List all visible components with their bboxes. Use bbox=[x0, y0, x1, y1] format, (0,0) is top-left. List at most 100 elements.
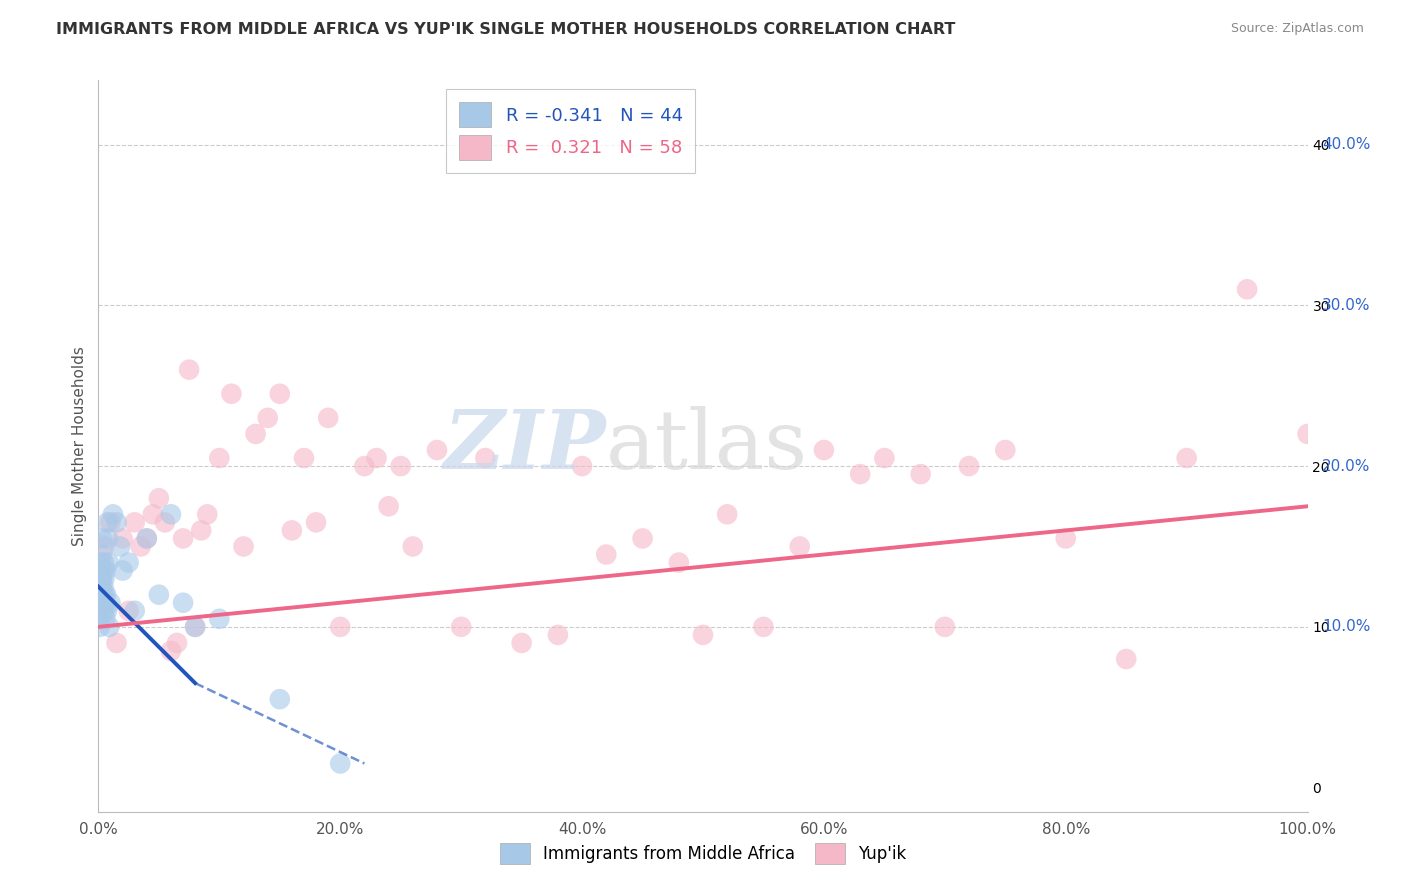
Point bbox=[111, 532, 134, 546]
Point bbox=[402, 540, 425, 554]
Point bbox=[94, 612, 117, 626]
Point bbox=[91, 564, 114, 578]
Point bbox=[184, 620, 207, 634]
Point bbox=[118, 604, 141, 618]
Point bbox=[316, 410, 339, 425]
Point bbox=[93, 540, 115, 554]
Point bbox=[221, 386, 243, 401]
Text: ZIP: ZIP bbox=[444, 406, 606, 486]
Point bbox=[91, 596, 114, 610]
Point bbox=[90, 604, 112, 618]
Point bbox=[1296, 426, 1319, 441]
Point bbox=[450, 620, 472, 634]
Point bbox=[813, 443, 835, 458]
Point bbox=[108, 540, 131, 554]
Point bbox=[510, 636, 533, 650]
Point bbox=[329, 756, 352, 771]
Point bbox=[118, 556, 141, 570]
Point bbox=[208, 612, 231, 626]
Point bbox=[716, 508, 738, 522]
Point bbox=[89, 620, 111, 634]
Point bbox=[90, 580, 112, 594]
Point bbox=[377, 500, 399, 514]
Point bbox=[474, 451, 496, 466]
Point bbox=[148, 588, 170, 602]
Point bbox=[256, 410, 278, 425]
Point bbox=[353, 459, 375, 474]
Point bbox=[873, 451, 896, 466]
Point bbox=[389, 459, 412, 474]
Point bbox=[89, 588, 111, 602]
Point bbox=[1054, 532, 1077, 546]
Point bbox=[97, 556, 120, 570]
Point bbox=[281, 524, 304, 538]
Point bbox=[269, 692, 291, 706]
Point bbox=[91, 572, 114, 586]
Point bbox=[849, 467, 872, 482]
Point bbox=[93, 556, 115, 570]
Point bbox=[305, 516, 328, 530]
Point bbox=[90, 532, 112, 546]
Point bbox=[172, 532, 194, 546]
Point bbox=[135, 532, 157, 546]
Point bbox=[1115, 652, 1137, 666]
Point bbox=[94, 564, 117, 578]
Text: 20.0%: 20.0% bbox=[1322, 458, 1371, 474]
Point bbox=[179, 362, 201, 376]
Text: 30.0%: 30.0% bbox=[1322, 298, 1371, 313]
Point bbox=[934, 620, 956, 634]
Point bbox=[190, 524, 212, 538]
Point bbox=[292, 451, 315, 466]
Point bbox=[571, 459, 593, 474]
Point bbox=[426, 443, 449, 458]
Point bbox=[1236, 282, 1258, 296]
Point bbox=[631, 532, 654, 546]
Point bbox=[105, 516, 128, 530]
Legend: Immigrants from Middle Africa, Yup'ik: Immigrants from Middle Africa, Yup'ik bbox=[494, 837, 912, 871]
Point bbox=[96, 604, 118, 618]
Point bbox=[153, 516, 176, 530]
Point bbox=[910, 467, 932, 482]
Legend: R = -0.341   N = 44, R =  0.321   N = 58: R = -0.341 N = 44, R = 0.321 N = 58 bbox=[446, 89, 696, 173]
Point bbox=[184, 620, 207, 634]
Point bbox=[91, 548, 114, 562]
Point bbox=[232, 540, 254, 554]
Y-axis label: Single Mother Households: Single Mother Households bbox=[72, 346, 87, 546]
Point bbox=[96, 588, 118, 602]
Point bbox=[93, 604, 115, 618]
Point bbox=[124, 604, 146, 618]
Point bbox=[142, 508, 165, 522]
Point bbox=[160, 644, 183, 658]
Point bbox=[105, 636, 128, 650]
Point bbox=[93, 580, 115, 594]
Point bbox=[90, 556, 112, 570]
Point bbox=[101, 508, 124, 522]
Text: 10.0%: 10.0% bbox=[1322, 619, 1371, 634]
Point bbox=[160, 508, 183, 522]
Point bbox=[89, 612, 111, 626]
Text: IMMIGRANTS FROM MIDDLE AFRICA VS YUP'IK SINGLE MOTHER HOUSEHOLDS CORRELATION CHA: IMMIGRANTS FROM MIDDLE AFRICA VS YUP'IK … bbox=[56, 22, 956, 37]
Point bbox=[208, 451, 231, 466]
Text: Source: ZipAtlas.com: Source: ZipAtlas.com bbox=[1230, 22, 1364, 36]
Point bbox=[100, 516, 122, 530]
Point bbox=[1175, 451, 1198, 466]
Point bbox=[94, 596, 117, 610]
Point bbox=[957, 459, 980, 474]
Text: 40.0%: 40.0% bbox=[1322, 137, 1371, 152]
Point bbox=[100, 596, 122, 610]
Point bbox=[269, 386, 291, 401]
Point bbox=[148, 491, 170, 506]
Point bbox=[595, 548, 617, 562]
Point bbox=[245, 426, 267, 441]
Point bbox=[124, 516, 146, 530]
Text: atlas: atlas bbox=[606, 406, 808, 486]
Point bbox=[329, 620, 352, 634]
Point bbox=[98, 620, 121, 634]
Point bbox=[89, 596, 111, 610]
Point bbox=[668, 556, 690, 570]
Point bbox=[994, 443, 1017, 458]
Point bbox=[87, 564, 110, 578]
Point bbox=[111, 564, 134, 578]
Point bbox=[97, 532, 120, 546]
Point bbox=[366, 451, 388, 466]
